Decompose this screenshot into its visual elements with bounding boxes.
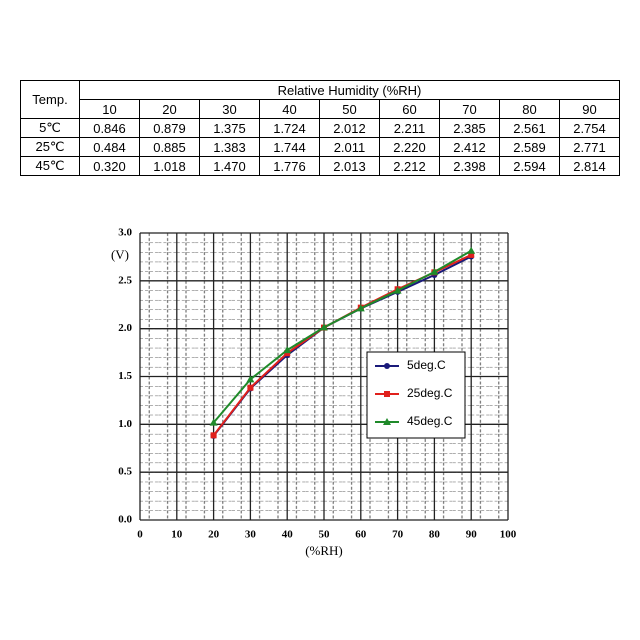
marker — [467, 246, 476, 254]
table-cell: 2.771 — [559, 137, 620, 157]
table-cell: 0.320 — [79, 156, 140, 176]
column-header: 90 — [559, 99, 620, 119]
column-header: 40 — [259, 99, 320, 119]
table-cell: 2.589 — [499, 137, 560, 157]
table-cell: 0.885 — [139, 137, 200, 157]
column-header: 70 — [439, 99, 500, 119]
legend-marker — [384, 363, 390, 369]
x-tick-label: 0 — [137, 529, 143, 541]
table-cell: 1.383 — [199, 137, 260, 157]
x-tick-label: 20 — [208, 529, 220, 541]
marker — [393, 286, 402, 294]
table-cell: 1.470 — [199, 156, 260, 176]
x-tick-label: 50 — [319, 529, 331, 541]
table-cell: 2.412 — [439, 137, 500, 157]
legend-marker — [384, 391, 390, 397]
row-label: 45℃ — [20, 156, 80, 176]
table-cell: 1.375 — [199, 118, 260, 138]
table-cell: 2.012 — [319, 118, 380, 138]
legend-label: 45deg.C — [407, 414, 453, 428]
table-cell: 2.594 — [499, 156, 560, 176]
y-tick-label: 2.0 — [118, 322, 132, 334]
table-cell: 2.814 — [559, 156, 620, 176]
marker — [356, 304, 365, 312]
marker — [320, 323, 328, 331]
marker — [468, 251, 475, 258]
column-header: 20 — [139, 99, 200, 119]
y-tick-label: 2.5 — [118, 274, 132, 286]
table-row: 5℃ 0.846 0.879 1.375 1.724 2.012 2.211 2.385 2.5… — [20, 118, 620, 138]
x-tick-label: 40 — [282, 529, 294, 541]
group-header: Relative Humidity (%RH) — [79, 80, 620, 100]
x-tick-label: 70 — [392, 529, 404, 541]
y-tick-label: 1.0 — [118, 418, 132, 430]
data-table: Temp. Relative Humidity (%RH) 10 20 30 40 50 60… — [20, 80, 620, 176]
table-cell: 2.013 — [319, 156, 380, 176]
marker — [284, 350, 291, 357]
table-cell: 1.018 — [139, 156, 200, 176]
table-row: 25℃ 0.484 0.885 1.383 1.744 2.011 2.220 2.412 2.… — [20, 137, 620, 157]
table-cell: 2.754 — [559, 118, 620, 138]
y-tick-label: 0.5 — [118, 466, 132, 478]
x-tick-label: 100 — [500, 529, 517, 541]
legend-marker — [383, 418, 391, 425]
table-cell: 0.879 — [139, 118, 200, 138]
table-cell: 1.744 — [259, 137, 320, 157]
marker — [209, 418, 218, 426]
y-tick-label: 1.5 — [118, 370, 132, 382]
table-cell: 2.211 — [379, 118, 440, 138]
marker — [283, 346, 292, 354]
column-header: 80 — [499, 99, 560, 119]
x-tick-label: 30 — [245, 529, 257, 541]
table-row: Temp. Relative Humidity (%RH) — [20, 80, 620, 119]
row-label: 25℃ — [20, 137, 80, 157]
table-cell: 0.846 — [79, 118, 140, 138]
table-cell: 2.385 — [439, 118, 500, 138]
table-cell: 2.398 — [439, 156, 500, 176]
table-cell: 2.220 — [379, 137, 440, 157]
table-row: 45℃ 0.320 1.018 1.470 1.776 2.013 2.212 2.398 2.… — [20, 156, 620, 176]
row-label: 5℃ — [20, 118, 80, 138]
x-tick-label: 60 — [355, 529, 367, 541]
table-cell: 0.484 — [79, 137, 140, 157]
legend-label: 5deg.C — [407, 358, 446, 372]
table-cell: 2.011 — [319, 137, 380, 157]
column-header: 30 — [199, 99, 260, 119]
series-line — [212, 249, 472, 424]
x-tick-label: 10 — [171, 529, 183, 541]
column-header: 10 — [79, 99, 140, 119]
y-axis-label: (V) — [111, 247, 129, 262]
column-header: 60 — [379, 99, 440, 119]
x-tick-label: 90 — [466, 529, 478, 541]
x-axis-label: (%RH) — [305, 543, 343, 558]
y-tick-label: 3.0 — [118, 227, 132, 239]
y-tick-label: 0.0 — [118, 514, 132, 526]
table-cell: 1.724 — [259, 118, 320, 138]
marker — [247, 384, 254, 391]
marker — [210, 432, 217, 439]
chart: (V) (%RH) 0.0 0.5 1.0 1.5 2.0 2.5 3.0 0 10 20 30 40… — [111, 227, 517, 558]
marker — [246, 375, 255, 383]
legend-label: 25deg.C — [407, 386, 453, 400]
table-cell: 2.561 — [499, 118, 560, 138]
marker — [430, 267, 439, 275]
column-header: 50 — [319, 99, 380, 119]
corner-header: Temp. — [20, 80, 80, 119]
table-cell: 2.212 — [379, 156, 440, 176]
x-tick-label: 80 — [429, 529, 441, 541]
table-cell: 1.776 — [259, 156, 320, 176]
table-row: 10 20 30 40 50 60 70 80 90 — [21, 99, 620, 119]
